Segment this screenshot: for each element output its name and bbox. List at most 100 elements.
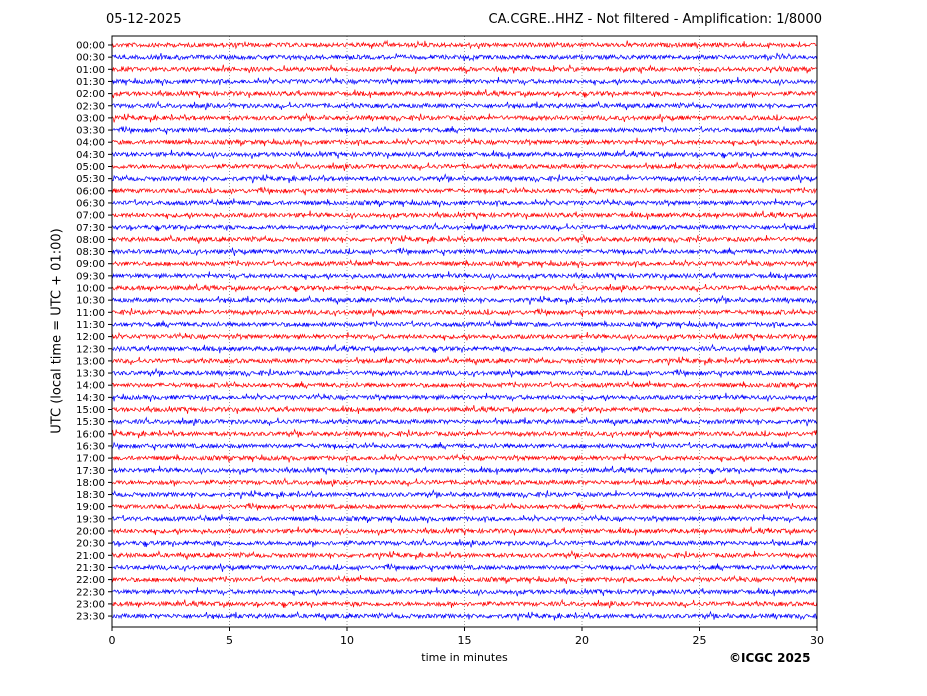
trace-0100	[111, 64, 818, 74]
date-label: 05-12-2025	[106, 12, 182, 27]
y-tick-label: 06:30	[76, 198, 105, 209]
trace-0830	[111, 247, 818, 257]
y-tick-label: 18:30	[76, 490, 105, 501]
y-tick-label: 14:00	[76, 381, 105, 392]
y-tick-label: 22:00	[76, 575, 105, 586]
trace-0030	[111, 52, 818, 62]
y-tick-label: 04:30	[76, 150, 105, 161]
trace-1800	[111, 477, 818, 487]
trace-0130	[111, 76, 818, 87]
trace-2330	[111, 610, 818, 621]
trace-lines	[111, 39, 818, 621]
y-tick-label: 23:30	[76, 612, 105, 623]
y-tick-label: 00:00	[76, 41, 105, 52]
x-ticks: 0 5 10 15 20 25 30	[109, 627, 824, 647]
y-tick-label: 04:00	[76, 138, 105, 149]
y-tick-label: 09:00	[76, 259, 105, 270]
x-tick-label: 20	[575, 634, 589, 647]
trace-1900	[111, 502, 818, 512]
trace-1330	[111, 367, 817, 378]
trace-0730	[111, 221, 818, 232]
trace-0330	[111, 125, 818, 135]
y-tick-label: 12:00	[76, 332, 105, 343]
station-title: CA.CGRE..HHZ - Not filtered - Amplificat…	[488, 12, 823, 27]
trace-0400	[111, 137, 818, 147]
trace-1600	[111, 428, 818, 439]
trace-1130	[111, 319, 818, 329]
y-tick-label: 12:30	[76, 344, 105, 355]
y-tick-label: 07:00	[76, 211, 105, 222]
copyright-label: ©ICGC 2025	[729, 651, 811, 665]
y-tick-label: 10:00	[76, 284, 105, 295]
trace-2000	[111, 526, 818, 536]
y-tick-label: 13:00	[76, 356, 105, 367]
trace-1830	[111, 489, 818, 500]
y-tick-label: 20:30	[76, 539, 105, 550]
trace-0200	[111, 89, 817, 99]
gridlines	[229, 36, 700, 627]
trace-1530	[111, 416, 818, 427]
trace-0430	[111, 149, 818, 160]
y-tick-label: 01:00	[76, 65, 105, 76]
trace-1230	[111, 343, 818, 354]
trace-1930	[111, 514, 818, 524]
trace-2100	[111, 549, 818, 560]
trace-1430	[111, 392, 818, 403]
x-tick-label: 10	[340, 634, 354, 647]
trace-0500	[111, 161, 818, 171]
y-tick-label: 21:00	[76, 551, 105, 562]
trace-0930	[111, 271, 818, 281]
y-tick-label: 07:30	[76, 223, 105, 234]
trace-2300	[111, 598, 818, 609]
trace-0630	[111, 198, 818, 208]
y-tick-label: 16:30	[76, 441, 105, 452]
y-tick-label: 19:00	[76, 502, 105, 513]
x-tick-label: 5	[226, 634, 233, 647]
trace-1500	[111, 405, 818, 415]
y-tick-label: 20:00	[76, 527, 105, 538]
trace-1400	[111, 380, 818, 390]
y-tick-label: 16:00	[76, 429, 105, 440]
y-tick-label: 02:30	[76, 101, 105, 112]
y-tick-label: 11:30	[76, 320, 105, 331]
y-tick-label: 03:00	[76, 113, 105, 124]
trace-0900	[111, 258, 818, 269]
trace-1000	[111, 282, 818, 293]
trace-1030	[112, 294, 818, 305]
trace-2030	[111, 537, 818, 548]
trace-0700	[111, 210, 818, 220]
trace-1100	[111, 307, 818, 317]
trace-1300	[111, 355, 818, 366]
trace-2130	[111, 563, 818, 572]
y-tick-label: 11:00	[76, 308, 105, 319]
x-tick-label: 15	[458, 634, 472, 647]
x-tick-label: 30	[810, 634, 824, 647]
x-tick-label: 25	[693, 634, 707, 647]
y-tick-label: 02:00	[76, 89, 105, 100]
y-tick-label: 19:30	[76, 514, 105, 525]
y-tick-label: 06:00	[76, 186, 105, 197]
y-tick-label: 05:30	[76, 174, 105, 185]
trace-2200	[111, 574, 818, 585]
y-tick-label: 22:30	[76, 587, 105, 598]
y-tick-label: 03:30	[76, 126, 105, 137]
trace-0800	[111, 233, 818, 245]
trace-1630	[111, 441, 818, 451]
y-tick-label: 08:30	[76, 247, 105, 258]
y-tick-label: 17:00	[76, 454, 105, 465]
trace-0530	[111, 173, 818, 184]
y-axis-label: UTC (local time = UTC + 01:00)	[49, 228, 65, 434]
y-tick-label: 15:30	[76, 417, 105, 428]
x-axis-label: time in minutes	[421, 651, 508, 664]
trace-0230	[111, 100, 818, 111]
y-tick-label: 10:30	[76, 296, 105, 307]
y-tick-label: 01:30	[76, 77, 105, 88]
trace-1700	[111, 453, 818, 463]
y-tick-label: 08:00	[76, 235, 105, 246]
trace-0000	[111, 39, 817, 50]
trace-0300	[111, 112, 818, 123]
trace-2230	[111, 587, 818, 597]
trace-1730	[111, 465, 818, 476]
